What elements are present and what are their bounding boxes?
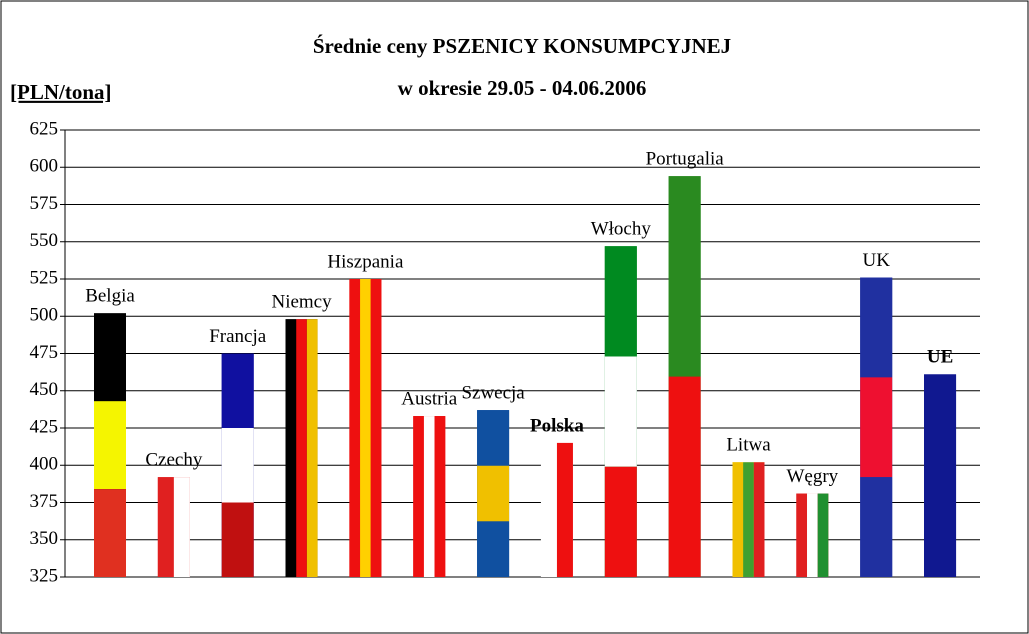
flag-stripe (604, 356, 637, 467)
flag-stripe (860, 477, 893, 577)
y-tick-label: 475 (30, 342, 59, 363)
y-tick-label: 325 (30, 565, 59, 586)
flag-stripe (753, 462, 765, 577)
flag-stripe (296, 319, 307, 577)
flag-stripe (221, 428, 254, 503)
y-tick-label: 350 (30, 528, 59, 549)
category-label: Belgia (85, 286, 135, 307)
y-tick-label: 575 (30, 193, 59, 214)
flag-stripe (732, 462, 744, 577)
chart-subtitle: w okresie 29.05 - 04.06.2006 (398, 76, 647, 100)
flag-stripe (94, 313, 126, 402)
flag-stripe (221, 502, 254, 577)
category-label: Włochy (591, 219, 652, 240)
category-label: Szwecja (461, 382, 525, 403)
flag-stripe (173, 477, 190, 577)
flag-stripe (807, 493, 818, 577)
flag-stripe (221, 353, 254, 428)
y-tick-label: 425 (30, 416, 59, 437)
flag-stripe (860, 377, 893, 478)
flag-stripe (94, 401, 126, 490)
flag-stripe (477, 465, 510, 522)
category-label: Austria (401, 388, 458, 409)
flag-stripe (556, 442, 573, 577)
flag-stripe (94, 489, 126, 577)
y-tick-label: 375 (30, 491, 59, 512)
flag-stripe (604, 246, 637, 357)
category-label: Polska (530, 415, 584, 436)
y-tick-label: 550 (30, 230, 59, 251)
flag-stripe (743, 462, 754, 577)
flag-stripe (796, 493, 808, 577)
category-label: Czechy (145, 450, 202, 471)
category-label: Węgry (786, 466, 838, 487)
y-tick-label: 500 (30, 305, 59, 326)
flag-stripe (370, 279, 382, 577)
flag-stripe (423, 416, 435, 577)
flag-stripe (477, 410, 510, 466)
category-label: Francja (209, 326, 267, 347)
flag-stripe (285, 319, 297, 577)
flag-stripe (604, 466, 637, 577)
y-tick-label: 625 (30, 118, 59, 139)
flag-stripe (860, 277, 893, 378)
flag-stripe (413, 416, 424, 577)
category-label: Portugalia (646, 149, 725, 170)
flag-stripe (817, 493, 829, 577)
category-label: Litwa (726, 435, 771, 456)
y-tick-label: 525 (30, 267, 59, 288)
flag-stripe (540, 442, 557, 577)
flag-stripe (349, 279, 361, 577)
flag-stripe (306, 319, 318, 577)
flag-stripe (924, 374, 957, 577)
category-label: Niemcy (271, 292, 332, 313)
flag-stripe (157, 477, 174, 577)
y-tick-label: 400 (30, 454, 59, 475)
category-label: UK (862, 250, 890, 271)
category-label: UE (927, 347, 953, 368)
chart-title: Średnie ceny PSZENICY KONSUMPCYJNEJ (313, 34, 731, 58)
category-label: Hiszpania (327, 251, 404, 272)
flag-stripe (668, 376, 701, 577)
flag-stripe (477, 521, 510, 577)
flag-stripe (668, 176, 701, 377)
y-tick-label: 600 (30, 156, 59, 177)
y-axis-label: [PLN/tona] (10, 80, 112, 104)
flag-stripe (434, 416, 446, 577)
flag-stripe (360, 279, 371, 577)
y-tick-label: 450 (30, 379, 59, 400)
